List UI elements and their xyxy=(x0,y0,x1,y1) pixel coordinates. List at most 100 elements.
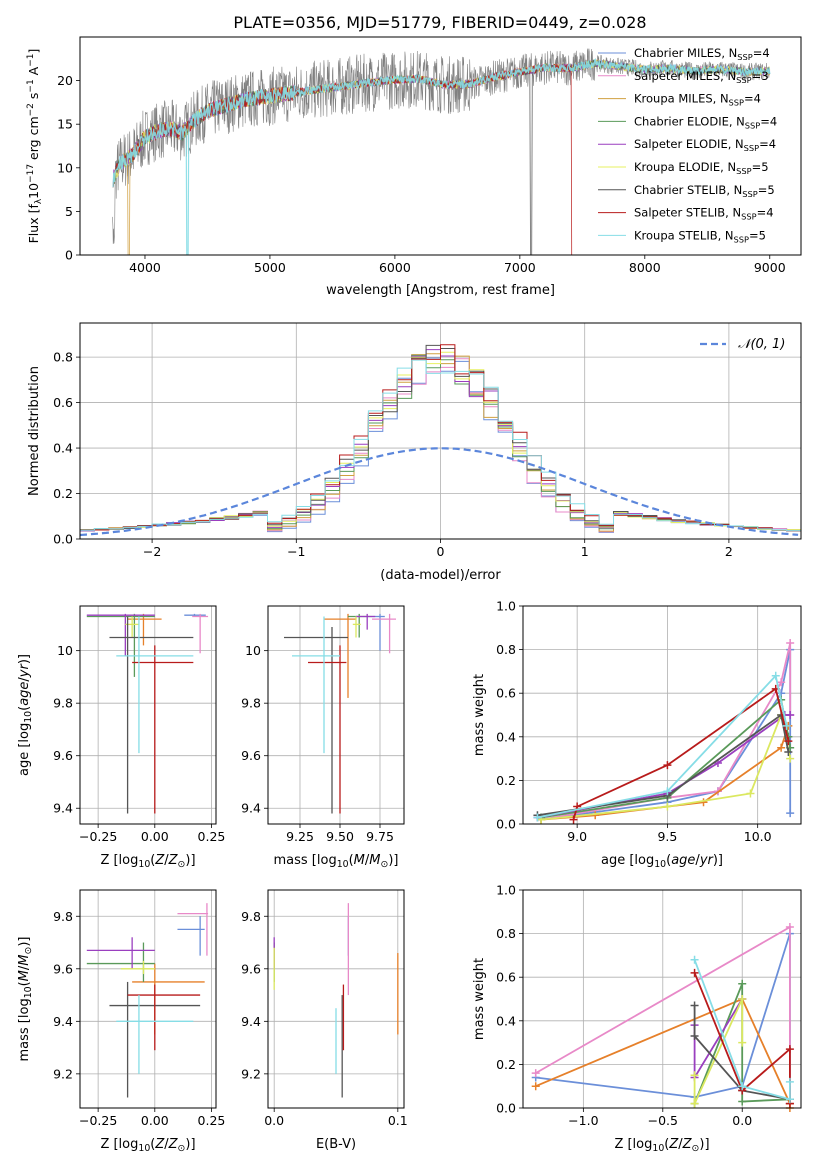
y-axis-label: mass weight xyxy=(472,674,487,756)
y-tick-label: 0.8 xyxy=(496,642,516,657)
y-tick-label: 0.0 xyxy=(496,1101,516,1116)
x-tick-label: −1 xyxy=(287,544,305,559)
spectrum-panel: 4000 5000 6000 7000 8000 9000 0 5 10 15 20 waveleng… xyxy=(26,36,802,298)
weight-marker xyxy=(782,721,791,730)
weight-marker xyxy=(771,671,780,680)
weight-line xyxy=(537,673,788,819)
weight-marker xyxy=(746,789,755,798)
y-tick-label: 0.8 xyxy=(53,350,73,365)
weight-marker xyxy=(738,1082,747,1091)
z-mass-panel: −0.25 0.00 0.25 9.2 9.4 9.6 9.8 Z [log10(Z/Z⊙)]… xyxy=(17,889,226,1154)
weight-marker xyxy=(738,1097,747,1106)
y-tick-label: 9.8 xyxy=(241,909,261,924)
axes-frame xyxy=(522,889,802,1109)
weight-marker xyxy=(786,639,795,648)
weight-line xyxy=(693,959,791,1101)
x-tick-label: 6000 xyxy=(379,260,411,275)
x-tick-label: 9.25 xyxy=(286,829,314,844)
axes-frame xyxy=(79,36,802,256)
y-tick-label: 10 xyxy=(57,160,73,175)
y-tick-label: 1.0 xyxy=(496,599,516,614)
x-tick-label: 9.5 xyxy=(657,829,677,844)
x-tick-label: 0.25 xyxy=(198,1113,226,1128)
y-tick-label: 15 xyxy=(57,117,73,132)
error-bars xyxy=(284,613,396,814)
x-tick-label: 9.50 xyxy=(326,829,354,844)
x-tick-label: 8000 xyxy=(629,260,661,275)
axes-frame xyxy=(267,605,405,825)
figure-title: PLATE=0356, MJD=51779, FIBERID=0449, z=0… xyxy=(233,13,646,32)
legend-entry: Salpeter MILES, NSSP=3 xyxy=(634,69,769,85)
weight-marker xyxy=(738,979,747,988)
legend-entry: Chabrier STELIB, NSSP=5 xyxy=(634,183,775,199)
model-spectrum-line xyxy=(112,58,771,255)
weight-series xyxy=(533,639,795,824)
x-tick-label: 9.75 xyxy=(366,829,394,844)
y-tick-label: 0.0 xyxy=(496,817,516,832)
weight-marker xyxy=(786,711,795,719)
x-tick-label: 2 xyxy=(725,544,733,559)
y-axis-label: mass [log10(M/M⊙)] xyxy=(17,937,34,1062)
y-axis-label: age [log10(age/yr)] xyxy=(17,654,34,776)
weight-marker xyxy=(785,1077,794,1086)
y-tick-label: 9.4 xyxy=(53,801,73,816)
weight-marker xyxy=(786,809,795,818)
y-tick-label: 9.4 xyxy=(53,1014,73,1029)
x-tick-label: 0.1 xyxy=(388,1113,408,1128)
x-tick-label: 0.0 xyxy=(264,1113,284,1128)
y-tick-label: 0.2 xyxy=(496,1057,516,1072)
x-tick-label: −0.25 xyxy=(79,1113,117,1128)
y-tick-label: 10 xyxy=(245,643,261,658)
x-tick-label: −0.25 xyxy=(79,829,117,844)
model-spectrum-line xyxy=(112,59,771,255)
y-tick-label: 0.4 xyxy=(496,729,516,744)
x-tick-label: 9.0 xyxy=(567,829,587,844)
weight-marker xyxy=(738,1038,747,1047)
y-tick-label: 9.2 xyxy=(53,1066,73,1081)
histograms xyxy=(80,344,801,537)
z-weight-panel: −1.0 −0.5 0.0 0.0 0.2 0.4 0.6 0.8 1.0 Z [log10(Z/… xyxy=(472,883,802,1154)
weight-marker xyxy=(690,955,699,964)
error-bars xyxy=(273,903,399,1098)
weight-marker xyxy=(785,1095,794,1104)
weight-line xyxy=(693,998,744,1104)
weight-marker xyxy=(785,923,794,932)
legend-entry: Chabrier ELODIE, NSSP=4 xyxy=(634,114,777,130)
y-tick-label: 0 xyxy=(65,248,73,263)
x-axis-label: Z [log10(Z/Z⊙)] xyxy=(614,1137,709,1154)
y-tick-label: 9.8 xyxy=(53,909,73,924)
weight-line xyxy=(693,972,791,1104)
x-tick-label: 7000 xyxy=(504,260,536,275)
legend-entry: Salpeter ELODIE, NSSP=4 xyxy=(634,137,776,153)
x-tick-label: −2 xyxy=(143,544,161,559)
y-tick-label: 9.8 xyxy=(53,696,73,711)
x-tick-label: 0.25 xyxy=(198,829,226,844)
spectrum-lines xyxy=(112,48,771,255)
y-tick-label: 20 xyxy=(57,73,73,88)
x-tick-label: 0.0 xyxy=(732,1113,752,1128)
x-axis-label: mass [log10(M/M⊙)] xyxy=(274,853,399,870)
weight-marker xyxy=(777,743,786,752)
y-tick-label: 9.2 xyxy=(241,1066,261,1081)
weight-line xyxy=(537,713,790,817)
x-axis-label: (data-model)/error xyxy=(380,568,501,583)
y-tick-label: 9.4 xyxy=(241,1014,261,1029)
y-tick-label: 0.2 xyxy=(496,773,516,788)
weight-marker xyxy=(533,813,542,822)
weight-marker xyxy=(663,802,672,811)
axes-frame xyxy=(522,605,802,825)
y-tick-label: 9.6 xyxy=(241,961,261,976)
mass-age-panel: 9.25 9.50 9.75 9.4 9.6 9.8 10 mass [log10(M/M⊙)… xyxy=(241,605,405,870)
residuals-panel: −2 −1 0 1 2 0.0 0.2 0.4 0.6 0.8 (data-model)/error… xyxy=(27,322,802,583)
weight-marker xyxy=(777,678,786,687)
y-tick-label: 0.6 xyxy=(496,686,516,701)
y-axis-label: Flux [fλ10−17 erg cm−2 s−1 A−1] xyxy=(26,49,44,244)
z-age-panel: −0.25 0.00 0.25 9.4 9.6 9.8 10 Z [log10(Z/Z⊙)] a… xyxy=(17,605,226,870)
y-tick-label: 0.6 xyxy=(496,970,516,985)
y-tick-label: 0.6 xyxy=(53,395,73,410)
y-tick-label: 9.4 xyxy=(241,801,261,816)
age-weight-panel: 9.0 9.5 10.0 0.0 0.2 0.4 0.6 0.8 1.0 age [log10(a… xyxy=(472,599,802,870)
legend-entry: Kroupa MILES, NSSP=4 xyxy=(634,92,761,108)
weight-marker xyxy=(690,1001,699,1010)
x-tick-label: 0 xyxy=(437,544,445,559)
